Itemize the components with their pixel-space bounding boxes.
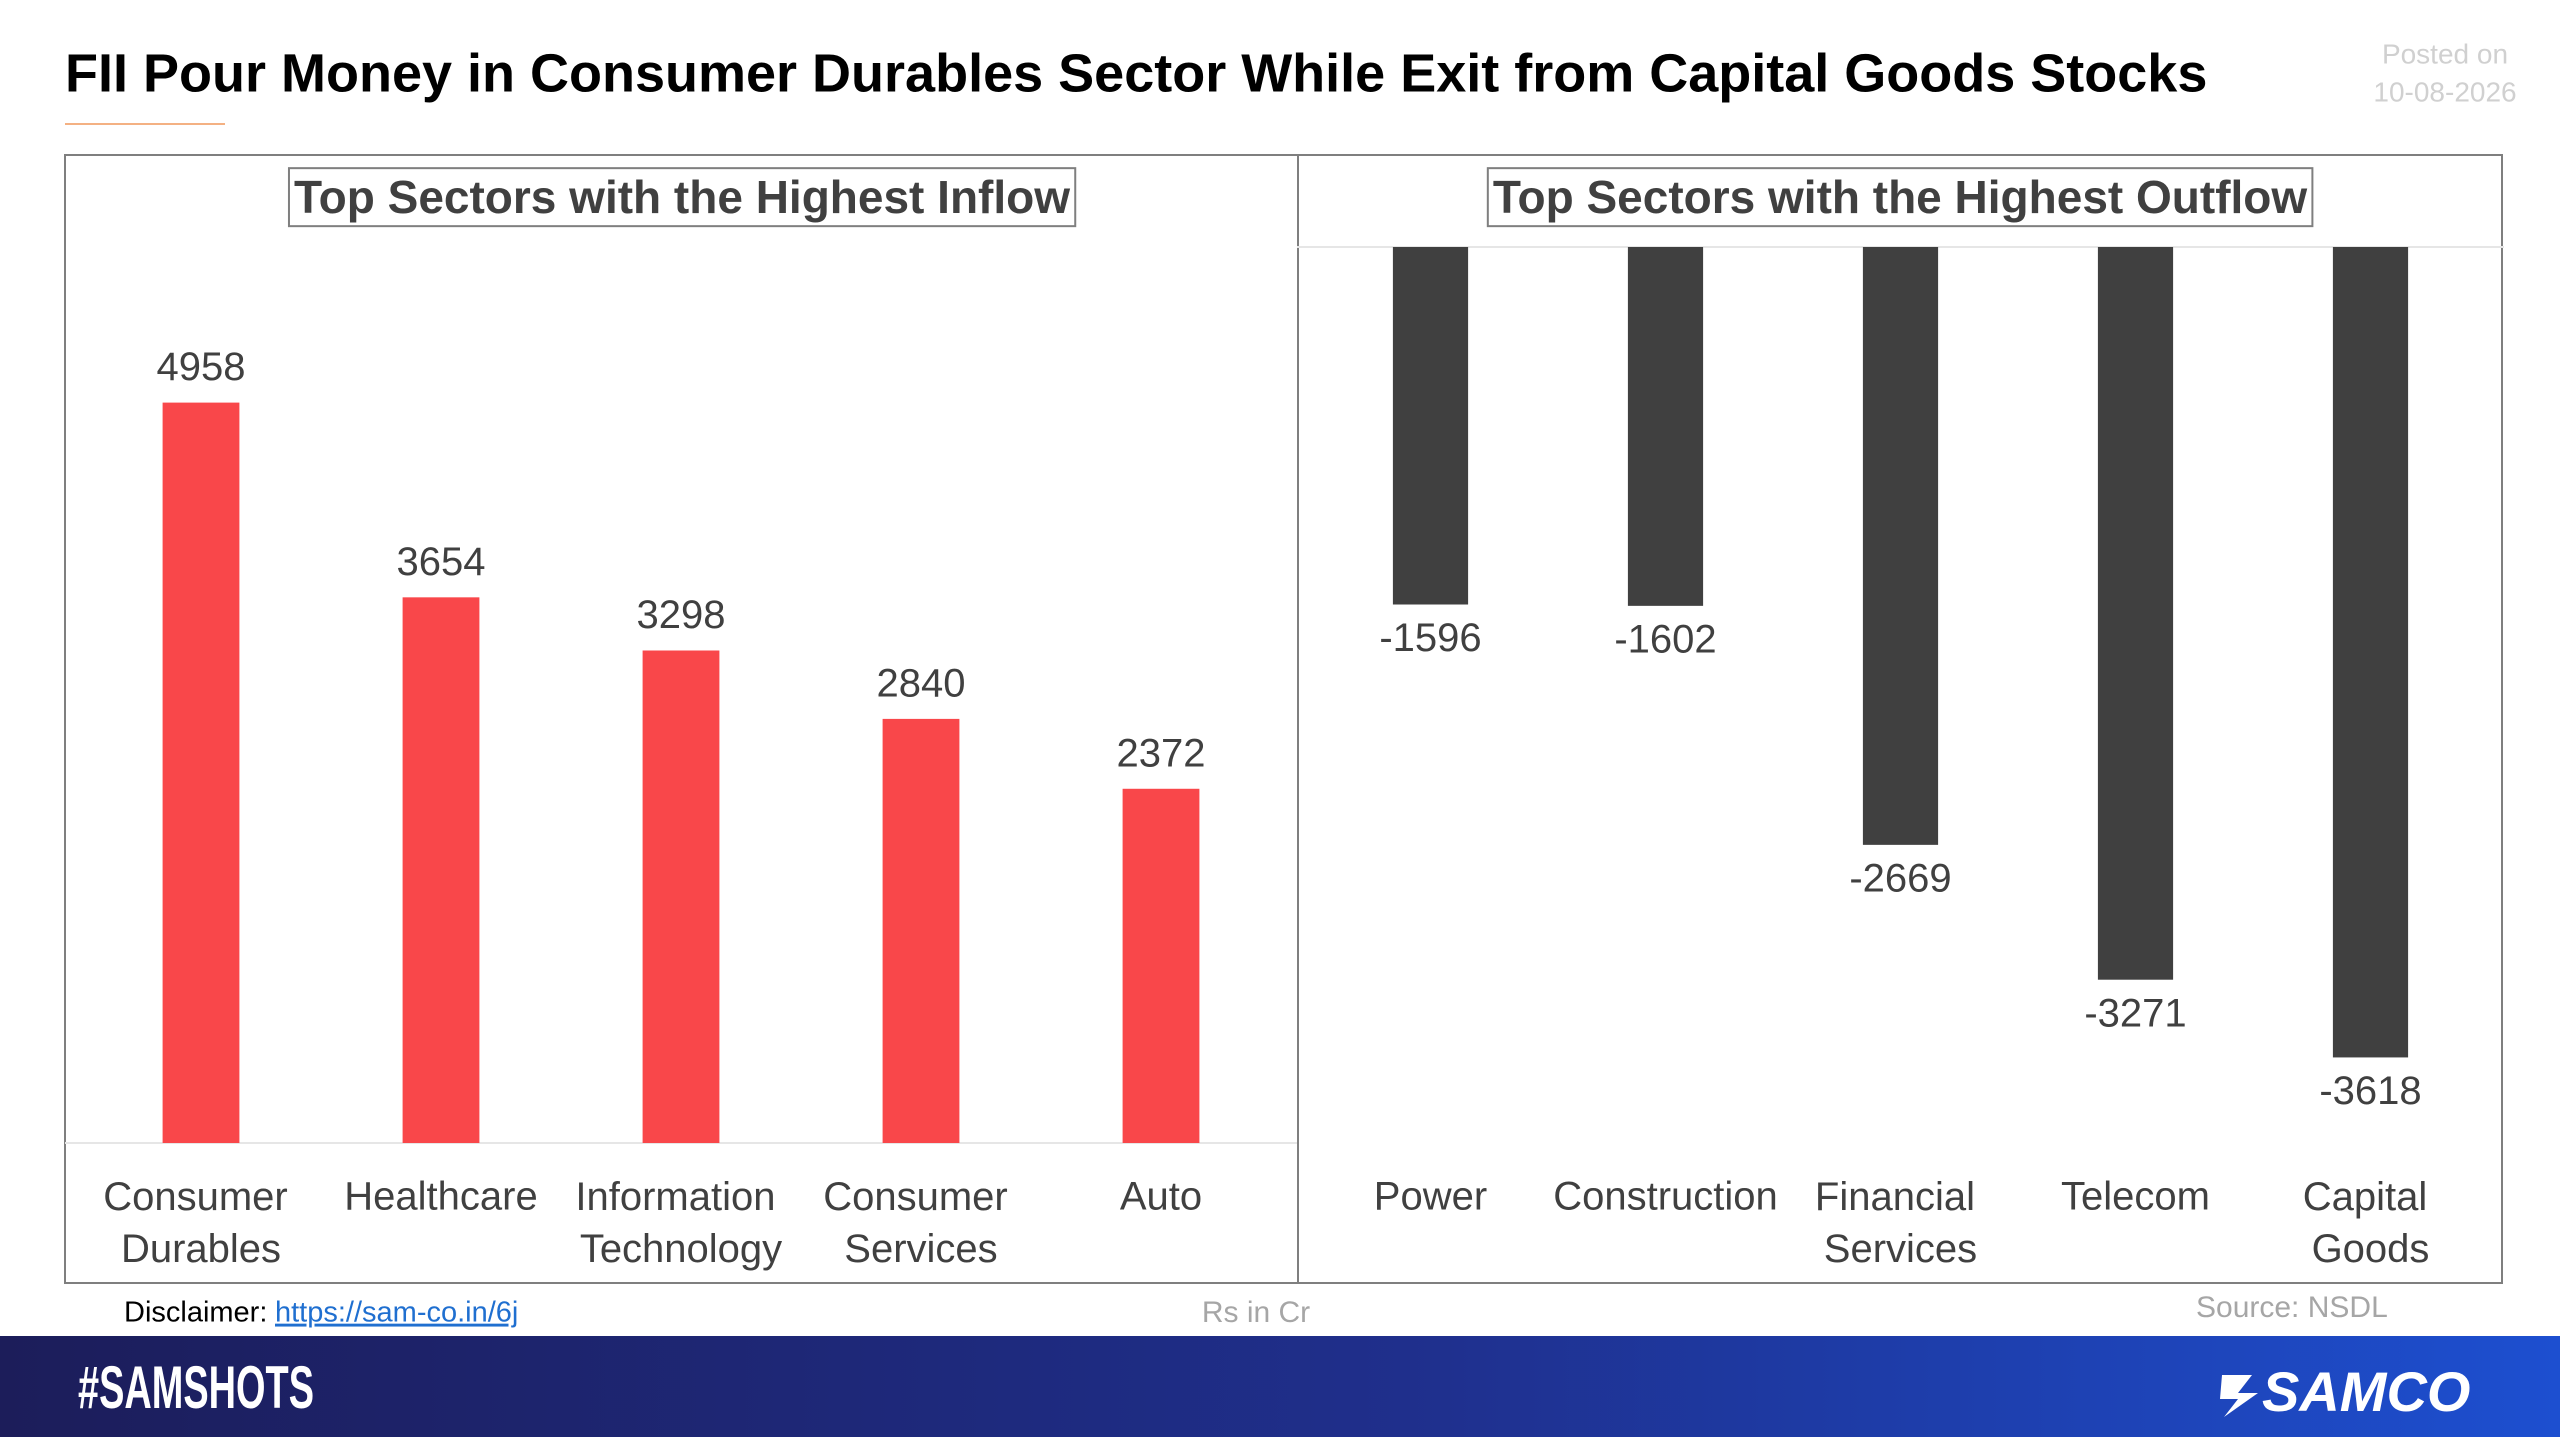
bar <box>402 597 480 1143</box>
x-tick-label: Telecom <box>2061 1175 2210 1219</box>
x-tick-label: Consumer Durables <box>103 1175 299 1271</box>
posted-label: Posted on <box>2382 38 2508 69</box>
x-tick-label: Financial Services <box>1815 1175 1986 1271</box>
x-tick-label: Construction <box>1553 1175 1778 1219</box>
chart-title: Top Sectors with the Highest Inflow <box>294 171 1070 223</box>
x-tick-label: Auto <box>1120 1175 1202 1219</box>
source-note: Source: NSDL <box>2196 1291 2388 1324</box>
x-tick-label: Capital Goods <box>2303 1175 2439 1271</box>
bar <box>1862 247 1939 845</box>
bar <box>1122 788 1200 1143</box>
bar <box>2097 247 2174 980</box>
bar <box>642 650 720 1143</box>
data-label: -1602 <box>1614 617 1716 661</box>
data-label: 2840 <box>877 661 966 705</box>
chart-title: Top Sectors with the Highest Outflow <box>1493 171 2308 223</box>
unit-note: Rs in Cr <box>1202 1296 1310 1329</box>
x-tick-label: Information Technology <box>575 1175 786 1271</box>
page-title: FII Pour Money in Consumer Durables Sect… <box>65 43 2207 103</box>
hashtag: #SAMSHOTS <box>78 1354 314 1421</box>
data-label: 4958 <box>157 345 246 389</box>
posted-date: 10-08-2026 <box>2373 76 2516 107</box>
data-label: 3654 <box>397 540 486 584</box>
chart-title-box <box>1486 167 2314 228</box>
charts-frame <box>64 154 2503 1284</box>
data-label: 2372 <box>1117 731 1206 775</box>
data-label: -3271 <box>2084 991 2186 1035</box>
disclaimer-link[interactable]: https://sam-co.in/6j <box>275 1297 518 1329</box>
bar <box>1627 247 1704 606</box>
disclaimer-label: Disclaimer: <box>124 1297 267 1329</box>
brand-name: SAMCO <box>2262 1360 2470 1423</box>
brand-logo: SAMCO <box>2220 1360 2470 1423</box>
bar <box>162 402 240 1143</box>
x-tick-label: Healthcare <box>344 1175 537 1219</box>
footer-banner <box>0 1336 2560 1437</box>
bar <box>2332 247 2409 1058</box>
x-tick-label: Power <box>1374 1175 1487 1219</box>
data-label: -1596 <box>1379 616 1481 660</box>
x-tick-label: Consumer Services <box>823 1175 1019 1271</box>
bar <box>1392 247 1469 605</box>
logo-icon <box>2220 1375 2258 1417</box>
data-label: -2669 <box>1849 856 1951 900</box>
data-label: -3618 <box>2319 1069 2421 1113</box>
chart-title-box <box>287 167 1077 228</box>
bar <box>882 718 960 1143</box>
data-label: 3298 <box>637 593 726 637</box>
